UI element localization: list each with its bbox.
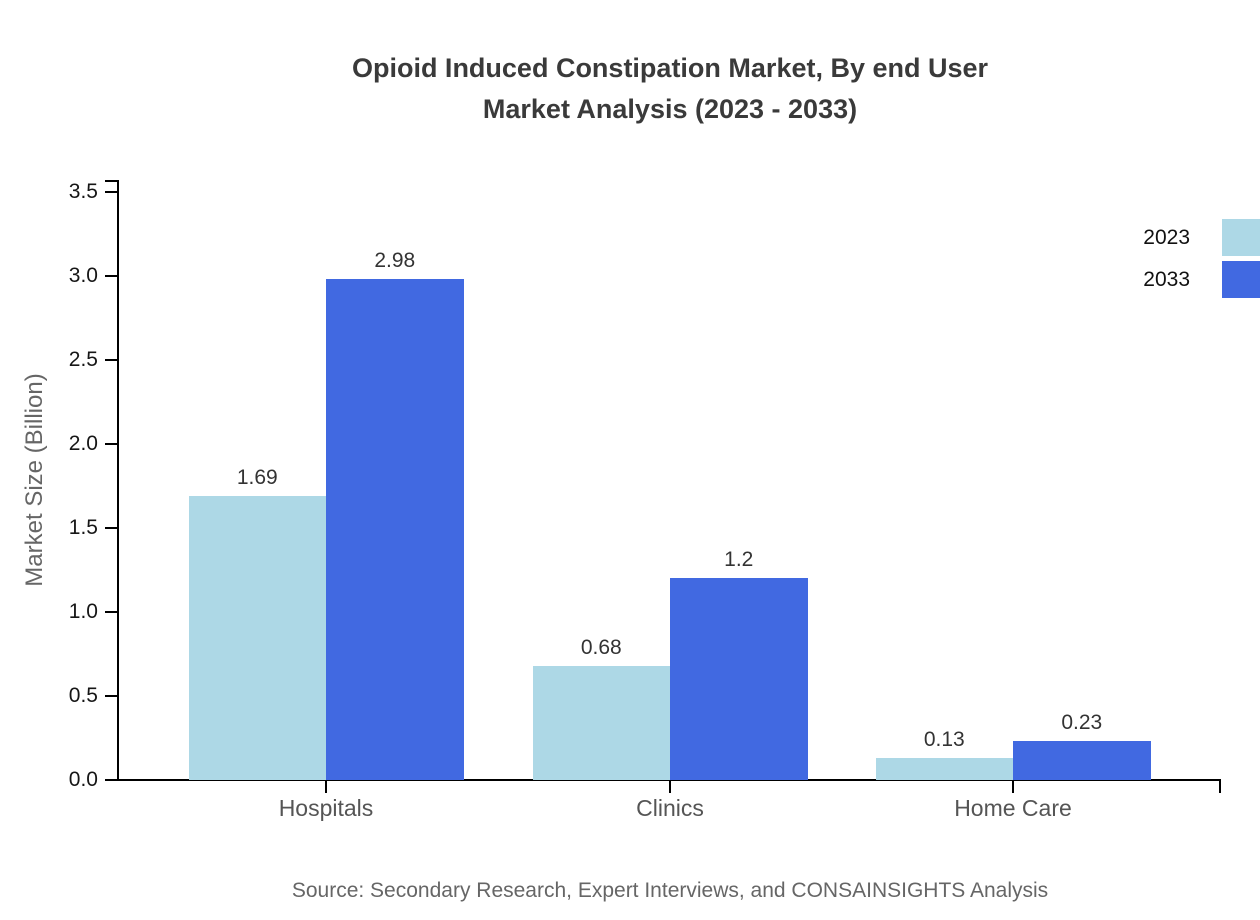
y-axis-line: [117, 180, 119, 781]
bar-2023-home-care: [875, 758, 1013, 780]
bar-2033-clinics: [670, 578, 808, 780]
bar-value-label: 2.98: [374, 249, 416, 273]
bar-value-label: 0.68: [580, 635, 622, 659]
y-tick-label: 3.0: [68, 264, 98, 287]
legend-swatch-2033: [1222, 261, 1260, 298]
bar-2033-hospitals: [326, 279, 464, 780]
bar-value-label: 0.23: [1061, 711, 1103, 735]
x-category-label-hospitals: Hospitals: [278, 795, 374, 821]
y-tick-mark: [105, 695, 117, 697]
legend: 2023 2033: [1143, 219, 1260, 298]
y-tick-label: 3.5: [68, 180, 98, 203]
y-tick-mark: [105, 359, 117, 361]
y-tick-mark: [105, 611, 117, 613]
bar-2023-hospitals: [188, 496, 326, 780]
legend-swatch-2023: [1222, 219, 1260, 256]
x-axis-end-cap: [1219, 779, 1221, 793]
bar-value-label: 1.69: [236, 466, 278, 490]
y-tick-label: 0.5: [68, 684, 98, 707]
x-category-label-clinics: Clinics: [636, 795, 704, 821]
chart-title-line2: Market Analysis (2023 - 2033): [482, 94, 858, 124]
legend-label-2023: 2023: [1143, 225, 1190, 249]
x-tick-mark: [1012, 781, 1014, 793]
y-tick-label: 2.5: [68, 348, 98, 371]
y-tick-mark: [105, 779, 117, 781]
y-tick-mark: [105, 275, 117, 277]
y-tick-mark: [105, 527, 117, 529]
bar-value-label: 1.2: [724, 548, 754, 572]
y-tick-mark: [105, 191, 117, 193]
y-tick-label: 0.0: [68, 768, 98, 791]
y-axis-top-cap: [105, 180, 119, 182]
source-note: Source: Secondary Research, Expert Inter…: [291, 879, 1049, 902]
bar-2033-home-care: [1013, 741, 1151, 780]
x-tick-mark: [669, 781, 671, 793]
x-axis-line: [117, 779, 1221, 781]
y-axis-label: Market Size (Billion): [21, 373, 48, 587]
legend-item-2023: 2023: [1143, 219, 1260, 256]
chart-title: Opioid Induced Constipation Market, By e…: [80, 48, 1260, 130]
x-tick-mark: [325, 781, 327, 793]
y-tick-label: 2.0: [68, 432, 98, 455]
bar-value-label: 0.13: [923, 728, 965, 752]
legend-label-2033: 2033: [1143, 267, 1190, 291]
chart-title-line1: Opioid Induced Constipation Market, By e…: [351, 53, 989, 83]
y-tick-label: 1.0: [68, 600, 98, 623]
bar-2023-clinics: [532, 665, 670, 780]
legend-item-2033: 2033: [1143, 261, 1260, 298]
y-tick-label: 1.5: [68, 516, 98, 539]
x-category-label-home-care: Home Care: [954, 795, 1072, 821]
y-tick-mark: [105, 443, 117, 445]
